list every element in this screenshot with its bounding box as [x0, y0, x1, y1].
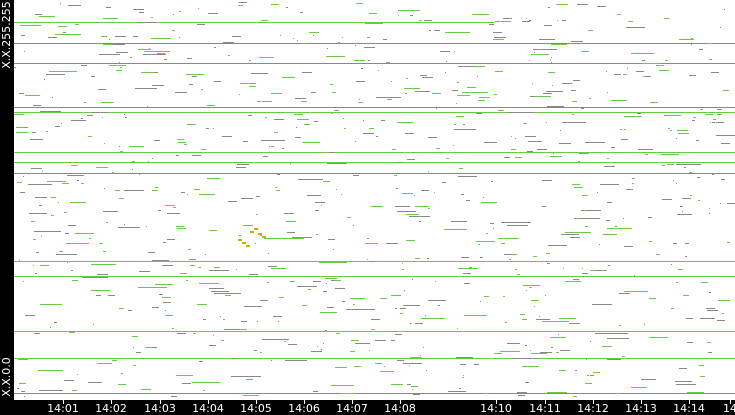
x-tick-label: 14:04 — [192, 402, 224, 415]
x-tick — [689, 400, 690, 404]
x-tick-label: 14:06 — [288, 402, 320, 415]
x-tick — [400, 400, 401, 404]
x-tick — [304, 400, 305, 404]
x-tick-label: 14:10 — [480, 402, 512, 415]
x-tick-label: 14:14 — [673, 402, 705, 415]
y-axis-top-label: X.X.255.255 — [0, 1, 13, 69]
x-tick-label: 14:01 — [47, 402, 79, 415]
x-tick-label: 14:07 — [336, 402, 368, 415]
x-tick — [593, 400, 594, 404]
plot-area[interactable] — [14, 0, 735, 400]
x-tick-label: 14:03 — [144, 402, 176, 415]
x-tick — [545, 400, 546, 404]
x-axis: 14:01 14:02 14:03 14:04 14:05 14:06 14:07 14:08… — [0, 400, 735, 415]
x-tick-label: 14:12 — [577, 402, 609, 415]
x-tick — [63, 400, 64, 404]
x-tick-label: 14:02 — [95, 402, 127, 415]
x-tick — [641, 400, 642, 404]
x-tick — [730, 400, 731, 404]
x-tick — [160, 400, 161, 404]
x-tick — [352, 400, 353, 404]
x-tick — [496, 400, 497, 404]
x-tick-label: 14 — [723, 402, 735, 415]
y-axis: X.X.255.255 X.X.0.0 — [0, 0, 14, 415]
x-tick-label: 14:13 — [625, 402, 657, 415]
x-tick — [111, 400, 112, 404]
x-tick-label: 14:11 — [529, 402, 561, 415]
x-tick — [256, 400, 257, 404]
x-tick-label: 14:08 — [384, 402, 416, 415]
x-tick — [208, 400, 209, 404]
x-tick-label: 14:05 — [240, 402, 272, 415]
